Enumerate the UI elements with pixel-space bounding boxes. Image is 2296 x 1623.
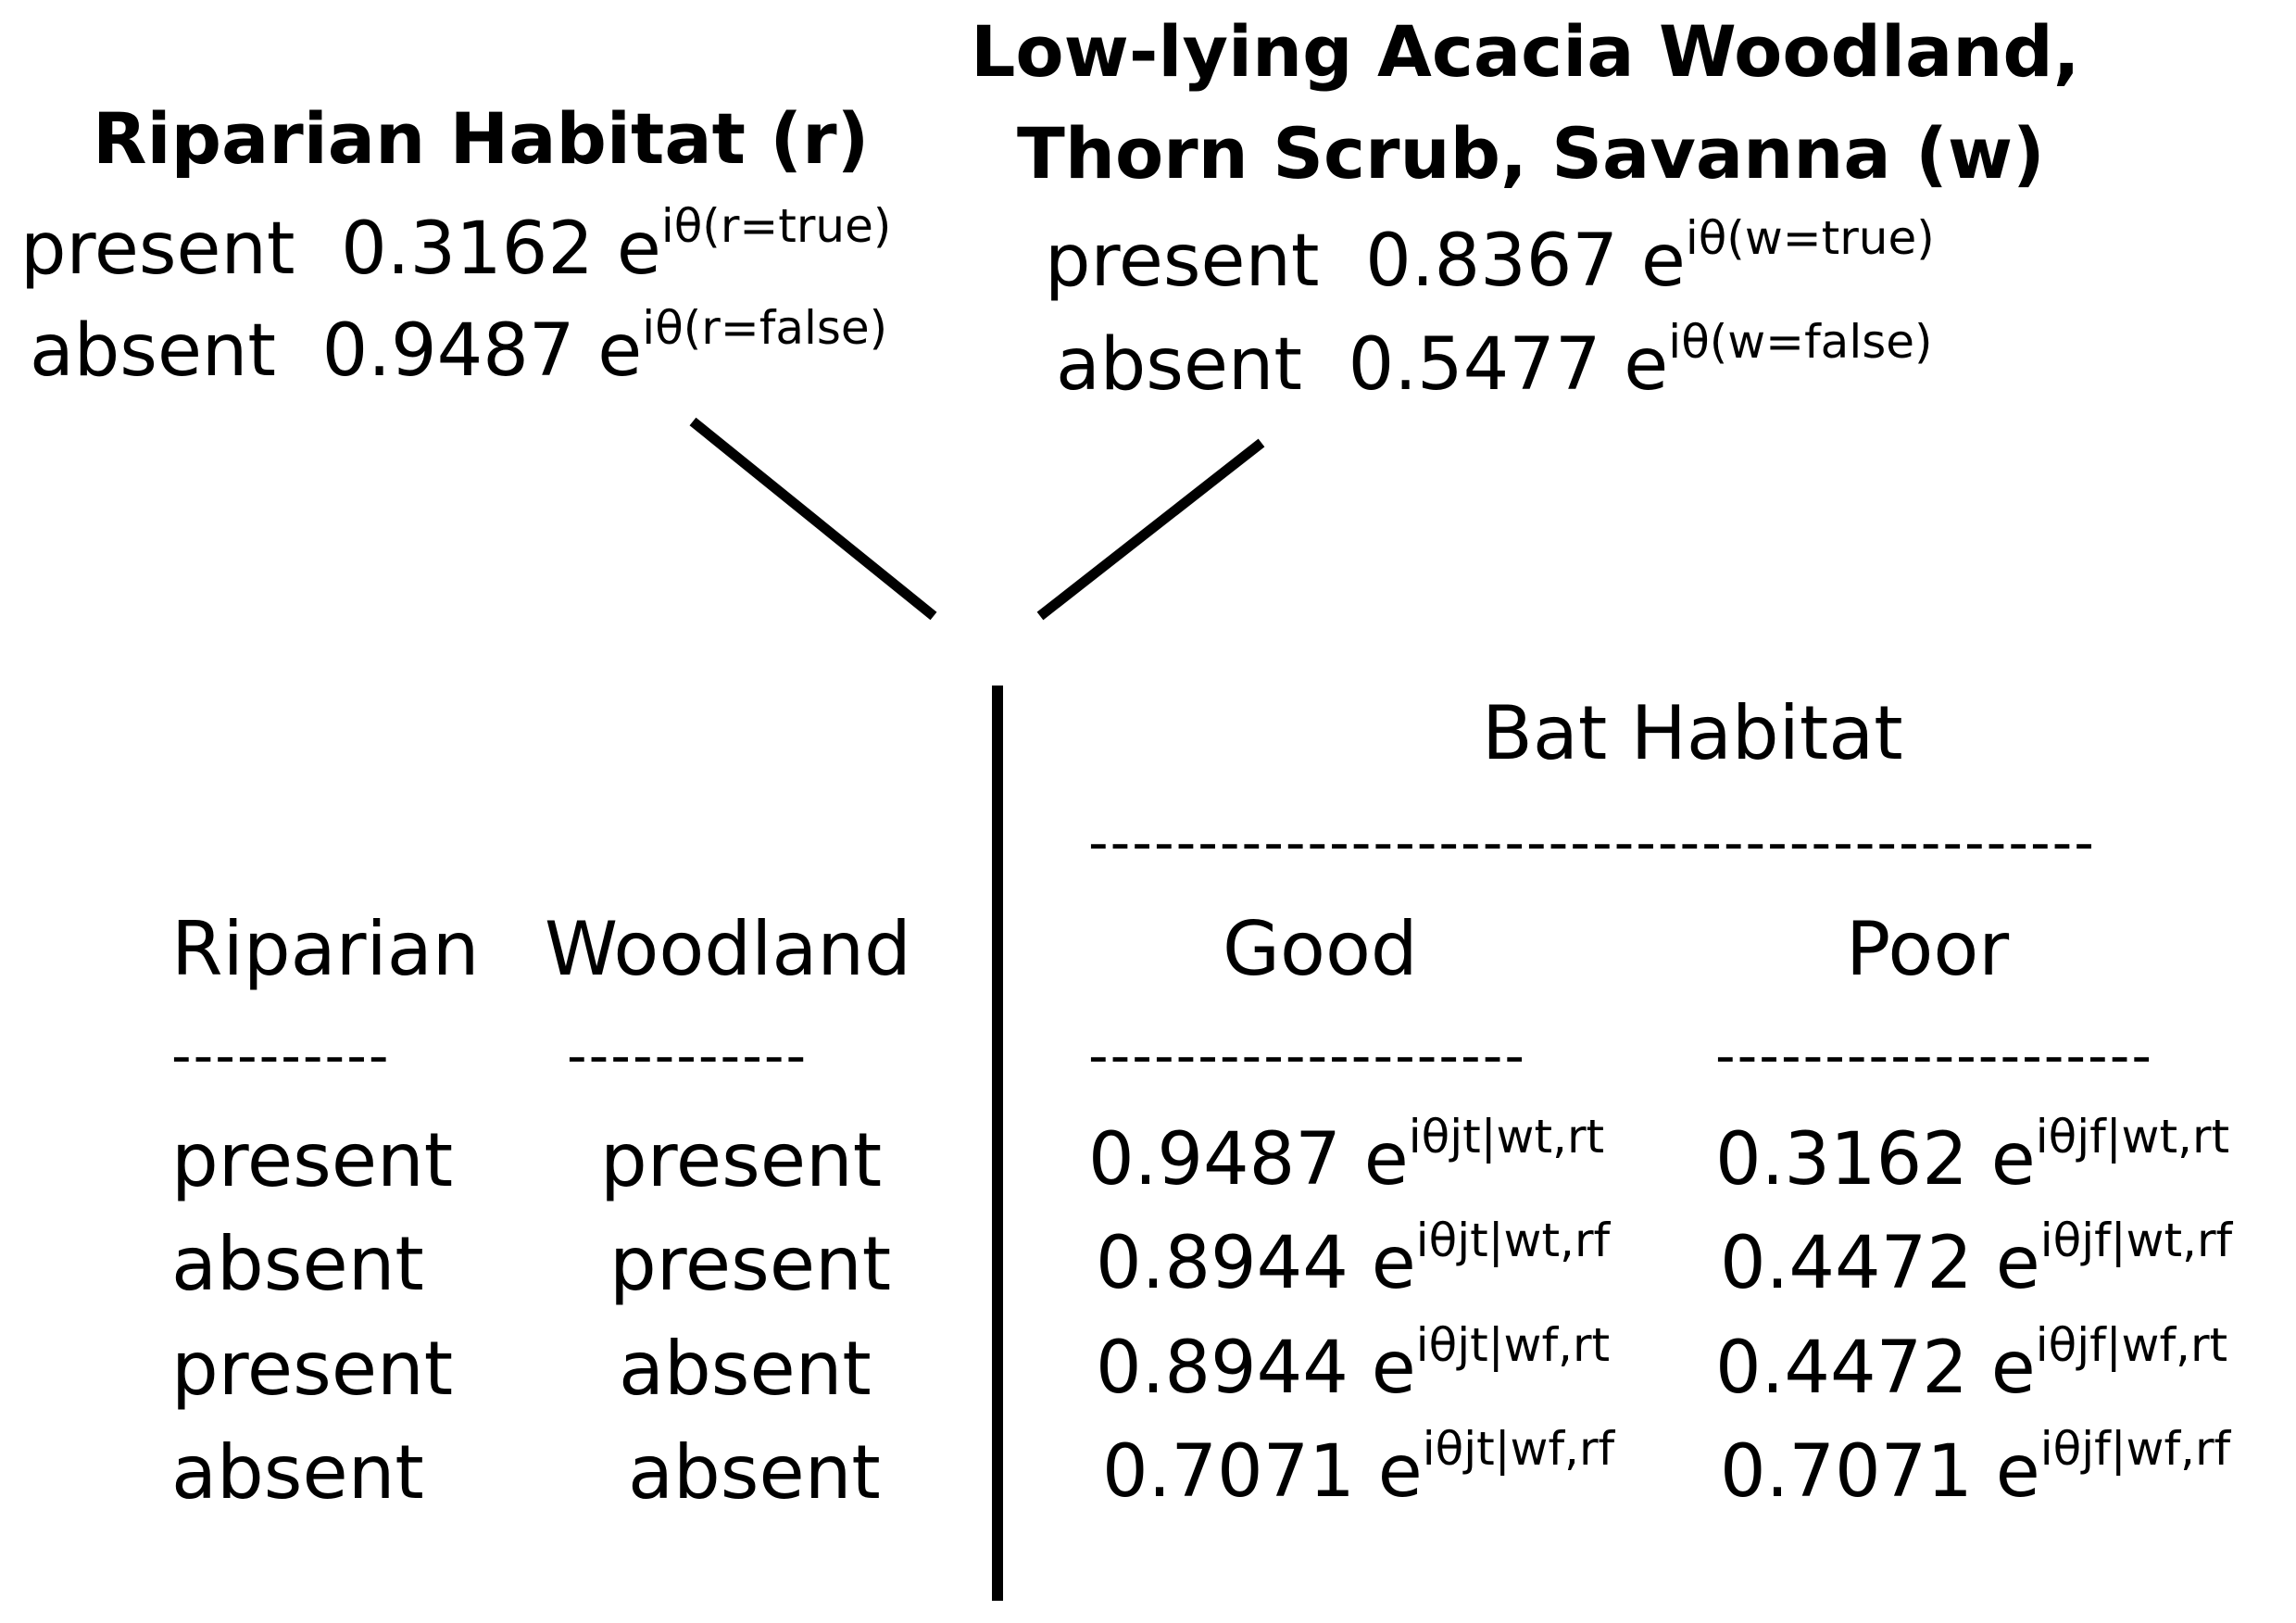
row2-woodland: present <box>609 1221 892 1307</box>
row4-poor-exponent: iθjf|wf,rf <box>2039 1422 2231 1476</box>
riparian-row-present: present 0.3162 eiθ(r=true) <box>20 203 891 285</box>
bat-habitat-header: Bat Habitat <box>1482 690 1903 776</box>
woodland-absent-state: absent <box>1056 323 1302 407</box>
row1-poor: 0.3162 eiθjf|wt,rt <box>1715 1113 2229 1196</box>
row3-riparian: present <box>171 1326 454 1412</box>
row1-good: 0.9487 eiθjt|wt,rt <box>1088 1113 1604 1196</box>
divider-woodland: ----------- <box>567 1024 809 1088</box>
row4-woodland: absent <box>628 1429 881 1516</box>
divider-riparian: ---------- <box>171 1024 391 1088</box>
row2-poor: 0.4472 eiθjf|wt,rf <box>1720 1217 2232 1300</box>
column-poor: Poor <box>1846 906 2010 992</box>
row3-woodland: absent <box>619 1326 872 1412</box>
woodland-row-present: present 0.8367 eiθ(w=true) <box>1045 215 1935 297</box>
row3-poor-exp-base: e <box>1990 1327 2036 1410</box>
woodland-absent-exp-base: e <box>1624 323 1669 407</box>
row1-good-exponent: iθjt|wt,rt <box>1408 1110 1605 1164</box>
row4-poor-exp-base: e <box>1995 1430 2040 1514</box>
row1-good-value: 0.9487 <box>1088 1118 1341 1202</box>
riparian-node-title: Riparian Habitat (r) <box>93 97 870 180</box>
divider-poor: -------------------- <box>1715 1024 2154 1088</box>
woodland-present-value: 0.8367 <box>1365 220 1619 303</box>
woodland-node-title-line1: Low-lying Acacia Woodland, <box>971 10 2080 93</box>
row4-good: 0.7071 eiθjt|wf,rf <box>1102 1426 1614 1508</box>
woodland-present-exponent: iθ(w=true) <box>1685 211 1935 265</box>
header-divider: ----------------------------------------… <box>1088 811 2096 875</box>
row2-good-exponent: iθjt|wt,rf <box>1415 1214 1611 1267</box>
woodland-present-exp-base: e <box>1640 220 1686 303</box>
riparian-present-value: 0.3162 <box>341 208 595 291</box>
row4-good-exponent: iθjt|wf,rf <box>1422 1422 1615 1476</box>
riparian-absent-value: 0.9487 <box>321 309 575 393</box>
woodland-node-title-line2: Thorn Scrub, Savanna (w) <box>1017 112 2045 195</box>
riparian-absent-exp-base: e <box>597 309 643 393</box>
row2-poor-exponent: iθjf|wt,rf <box>2039 1214 2233 1267</box>
row2-good: 0.8944 eiθjt|wt,rf <box>1096 1217 1610 1300</box>
row1-poor-exponent: iθjf|wt,rt <box>2035 1110 2230 1164</box>
woodland-absent-value: 0.5477 <box>1348 323 1601 407</box>
row2-riparian: absent <box>171 1221 424 1307</box>
riparian-absent-state: absent <box>30 309 276 393</box>
row4-poor: 0.7071 eiθjf|wf,rf <box>1720 1426 2230 1508</box>
row2-good-exp-base: e <box>1371 1222 1416 1305</box>
woodland-row-absent: absent 0.5477 eiθ(w=false) <box>1056 319 1933 401</box>
row2-poor-value: 0.4472 <box>1720 1222 1973 1305</box>
row1-good-exp-base: e <box>1363 1118 1409 1202</box>
row1-woodland: present <box>600 1117 883 1203</box>
row1-poor-exp-base: e <box>1990 1118 2036 1202</box>
woodland-absent-exponent: iθ(w=false) <box>1668 315 1933 369</box>
row2-good-value: 0.8944 <box>1096 1222 1349 1305</box>
column-good: Good <box>1223 906 1418 992</box>
riparian-row-absent: absent 0.9487 eiθ(r=false) <box>30 305 887 387</box>
row3-good-exp-base: e <box>1371 1327 1416 1410</box>
riparian-absent-exponent: iθ(r=false) <box>642 301 888 355</box>
column-riparian: Riparian <box>171 906 480 992</box>
row3-poor-exponent: iθjf|wf,rt <box>2035 1318 2228 1372</box>
riparian-present-exp-base: e <box>616 208 661 291</box>
riparian-present-state: present <box>20 208 295 291</box>
row3-good-exponent: iθjt|wf,rt <box>1415 1318 1611 1372</box>
divider-good: -------------------- <box>1088 1024 1527 1088</box>
column-woodland: Woodland <box>545 906 911 992</box>
riparian-edge <box>689 417 937 621</box>
row3-good-value: 0.8944 <box>1096 1327 1349 1410</box>
row4-riparian: absent <box>171 1429 424 1516</box>
row4-good-exp-base: e <box>1377 1430 1423 1514</box>
woodland-edge <box>1036 438 1265 621</box>
row1-poor-value: 0.3162 <box>1715 1118 1968 1202</box>
woodland-present-state: present <box>1045 220 1320 303</box>
row3-poor-value: 0.4472 <box>1715 1327 1968 1410</box>
row3-poor: 0.4472 eiθjf|wf,rt <box>1715 1322 2227 1404</box>
row2-poor-exp-base: e <box>1995 1222 2040 1305</box>
row4-good-value: 0.7071 <box>1102 1430 1355 1514</box>
riparian-present-exponent: iθ(r=true) <box>660 199 892 253</box>
row4-poor-value: 0.7071 <box>1720 1430 1973 1514</box>
row3-good: 0.8944 eiθjt|wf,rt <box>1096 1322 1610 1404</box>
row1-riparian: present <box>171 1117 454 1203</box>
